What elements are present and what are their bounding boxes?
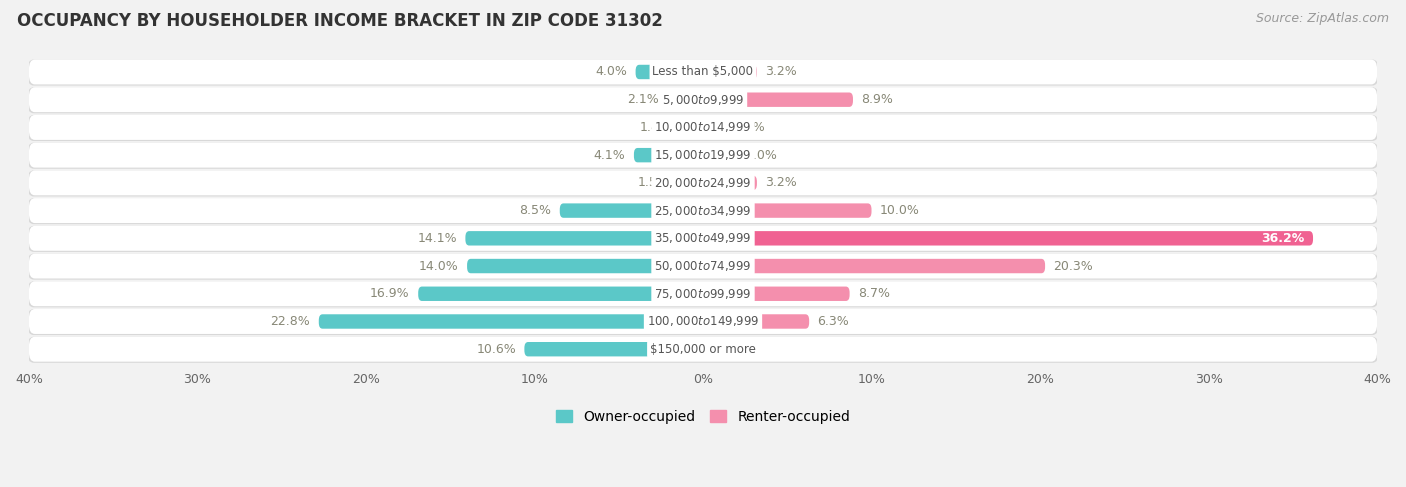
FancyBboxPatch shape [30, 198, 1376, 223]
Text: 8.9%: 8.9% [862, 93, 893, 106]
FancyBboxPatch shape [30, 226, 1376, 251]
FancyBboxPatch shape [636, 65, 703, 79]
Text: $50,000 to $74,999: $50,000 to $74,999 [654, 259, 752, 273]
Text: $20,000 to $24,999: $20,000 to $24,999 [654, 176, 752, 190]
FancyBboxPatch shape [465, 231, 703, 245]
Text: $75,000 to $99,999: $75,000 to $99,999 [654, 287, 752, 301]
FancyBboxPatch shape [678, 176, 703, 190]
FancyBboxPatch shape [703, 176, 756, 190]
FancyBboxPatch shape [560, 204, 703, 218]
FancyBboxPatch shape [703, 65, 756, 79]
FancyBboxPatch shape [27, 254, 1379, 280]
FancyBboxPatch shape [27, 115, 1379, 141]
FancyBboxPatch shape [634, 148, 703, 162]
Text: 14.1%: 14.1% [418, 232, 457, 245]
Text: 36.2%: 36.2% [1261, 232, 1305, 245]
FancyBboxPatch shape [30, 87, 1376, 112]
Text: $15,000 to $19,999: $15,000 to $19,999 [654, 148, 752, 162]
FancyBboxPatch shape [467, 259, 703, 273]
FancyBboxPatch shape [30, 143, 1376, 168]
FancyBboxPatch shape [30, 115, 1376, 140]
Text: 1.5%: 1.5% [637, 176, 669, 189]
Text: $10,000 to $14,999: $10,000 to $14,999 [654, 120, 752, 134]
Legend: Owner-occupied, Renter-occupied: Owner-occupied, Renter-occupied [550, 404, 856, 429]
FancyBboxPatch shape [703, 120, 725, 134]
FancyBboxPatch shape [27, 87, 1379, 113]
FancyBboxPatch shape [703, 148, 737, 162]
FancyBboxPatch shape [30, 337, 1376, 362]
FancyBboxPatch shape [30, 254, 1376, 279]
Text: 8.7%: 8.7% [858, 287, 890, 300]
Text: 3.2%: 3.2% [765, 65, 797, 78]
FancyBboxPatch shape [418, 286, 703, 301]
Text: $100,000 to $149,999: $100,000 to $149,999 [647, 315, 759, 329]
Text: $150,000 or more: $150,000 or more [650, 343, 756, 356]
Text: 16.9%: 16.9% [370, 287, 409, 300]
FancyBboxPatch shape [703, 314, 810, 329]
Text: $5,000 to $9,999: $5,000 to $9,999 [662, 93, 744, 107]
Text: 4.0%: 4.0% [595, 65, 627, 78]
FancyBboxPatch shape [27, 337, 1379, 363]
Text: 8.5%: 8.5% [519, 204, 551, 217]
Text: 3.2%: 3.2% [765, 176, 797, 189]
Text: 0.0%: 0.0% [711, 343, 744, 356]
FancyBboxPatch shape [30, 309, 1376, 334]
FancyBboxPatch shape [30, 281, 1376, 306]
FancyBboxPatch shape [524, 342, 703, 356]
Text: $35,000 to $49,999: $35,000 to $49,999 [654, 231, 752, 245]
Text: 2.0%: 2.0% [745, 149, 778, 162]
FancyBboxPatch shape [27, 309, 1379, 335]
Text: 6.3%: 6.3% [818, 315, 849, 328]
FancyBboxPatch shape [703, 259, 1045, 273]
FancyBboxPatch shape [27, 281, 1379, 307]
FancyBboxPatch shape [27, 198, 1379, 224]
Text: 2.1%: 2.1% [627, 93, 659, 106]
FancyBboxPatch shape [703, 204, 872, 218]
FancyBboxPatch shape [27, 226, 1379, 252]
FancyBboxPatch shape [30, 170, 1376, 195]
Text: Source: ZipAtlas.com: Source: ZipAtlas.com [1256, 12, 1389, 25]
Text: 10.6%: 10.6% [477, 343, 516, 356]
FancyBboxPatch shape [668, 93, 703, 107]
Text: 22.8%: 22.8% [270, 315, 311, 328]
FancyBboxPatch shape [27, 59, 1379, 86]
FancyBboxPatch shape [319, 314, 703, 329]
FancyBboxPatch shape [27, 170, 1379, 196]
Text: 4.1%: 4.1% [593, 149, 626, 162]
Text: 14.0%: 14.0% [419, 260, 458, 273]
FancyBboxPatch shape [30, 59, 1376, 84]
FancyBboxPatch shape [27, 143, 1379, 169]
FancyBboxPatch shape [703, 286, 849, 301]
Text: 20.3%: 20.3% [1053, 260, 1094, 273]
Text: 1.3%: 1.3% [734, 121, 765, 134]
Text: Less than $5,000: Less than $5,000 [652, 65, 754, 78]
Text: 1.4%: 1.4% [640, 121, 671, 134]
Text: OCCUPANCY BY HOUSEHOLDER INCOME BRACKET IN ZIP CODE 31302: OCCUPANCY BY HOUSEHOLDER INCOME BRACKET … [17, 12, 662, 30]
FancyBboxPatch shape [703, 231, 1313, 245]
Text: 10.0%: 10.0% [880, 204, 920, 217]
FancyBboxPatch shape [703, 93, 853, 107]
Text: $25,000 to $34,999: $25,000 to $34,999 [654, 204, 752, 218]
FancyBboxPatch shape [679, 120, 703, 134]
